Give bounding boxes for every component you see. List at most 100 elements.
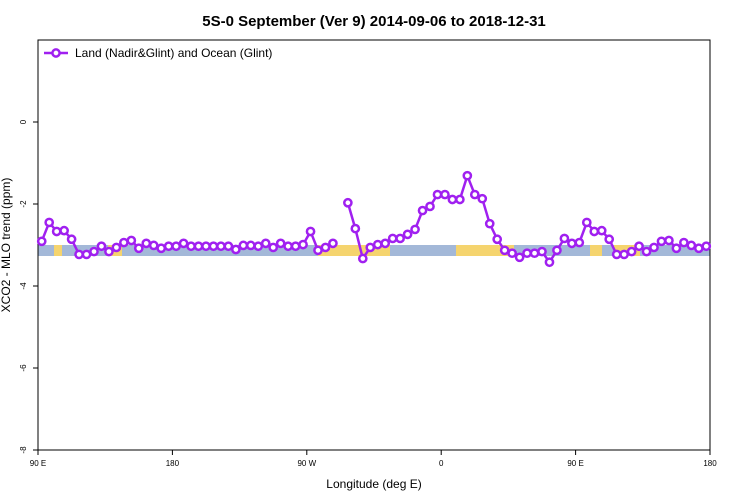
data-point bbox=[492, 234, 503, 245]
legend-label: Land (Nadir&Glint) and Ocean (Glint) bbox=[75, 46, 272, 60]
data-point bbox=[51, 226, 62, 237]
data-point bbox=[410, 224, 420, 235]
chart-title: 5S-0 September (Ver 9) 2014-09-06 to 201… bbox=[202, 13, 546, 30]
data-point bbox=[126, 235, 137, 246]
data-point bbox=[298, 239, 308, 250]
x-tick-label: 180 bbox=[703, 459, 717, 468]
x-tick-label: 90 E bbox=[567, 459, 583, 468]
data-point bbox=[275, 238, 286, 249]
data-point bbox=[589, 226, 600, 237]
data-point bbox=[231, 244, 241, 255]
data-point bbox=[679, 237, 689, 248]
data-point bbox=[701, 241, 712, 252]
data-point bbox=[514, 252, 525, 263]
data-point bbox=[387, 233, 398, 244]
data-point bbox=[260, 238, 271, 249]
data-point bbox=[59, 225, 69, 236]
data-point bbox=[365, 242, 376, 253]
data-point bbox=[380, 238, 391, 249]
data-point bbox=[529, 248, 540, 259]
data-point bbox=[350, 223, 361, 234]
data-point bbox=[447, 194, 458, 205]
data-point bbox=[216, 241, 226, 252]
data-point bbox=[238, 240, 249, 251]
data-point bbox=[320, 242, 331, 253]
data-point bbox=[537, 246, 547, 257]
x-tick-label: 0 bbox=[439, 459, 444, 468]
x-tick-label: 90 E bbox=[30, 459, 46, 468]
data-point bbox=[148, 240, 159, 251]
data-point bbox=[74, 249, 84, 260]
data-point bbox=[671, 243, 682, 254]
data-point bbox=[686, 240, 697, 251]
data-point bbox=[417, 205, 428, 216]
data-point bbox=[111, 242, 122, 253]
data-point bbox=[544, 257, 555, 268]
data-point bbox=[36, 236, 47, 247]
data-point bbox=[649, 242, 659, 253]
data-point bbox=[141, 238, 152, 249]
data-point bbox=[693, 243, 704, 254]
data-point bbox=[193, 241, 204, 252]
data-point bbox=[66, 234, 77, 245]
data-point bbox=[626, 246, 637, 257]
y-tick-label: -8 bbox=[19, 446, 28, 454]
data-point bbox=[283, 241, 293, 252]
data-point bbox=[223, 241, 234, 252]
data-point bbox=[245, 240, 256, 251]
data-point bbox=[156, 243, 167, 254]
data-point bbox=[133, 243, 144, 254]
data-point bbox=[664, 235, 674, 246]
data-point bbox=[462, 170, 473, 181]
data-point bbox=[343, 197, 353, 208]
data-point bbox=[81, 249, 92, 260]
data-point bbox=[611, 249, 622, 260]
data-point bbox=[484, 218, 495, 229]
data-point bbox=[604, 234, 615, 245]
data-point bbox=[596, 225, 607, 236]
y-tick-label: -2 bbox=[19, 200, 28, 208]
data-point bbox=[641, 246, 652, 257]
data-point bbox=[290, 241, 301, 252]
data-point bbox=[432, 189, 443, 200]
data-point bbox=[656, 236, 667, 247]
data-point bbox=[440, 189, 450, 200]
y-tick-label: -6 bbox=[19, 364, 28, 372]
data-point bbox=[395, 233, 405, 244]
data-point bbox=[357, 253, 368, 264]
data-point bbox=[44, 217, 55, 228]
data-point bbox=[574, 237, 585, 248]
data-point bbox=[163, 241, 174, 252]
data-point bbox=[372, 239, 383, 250]
data-point bbox=[253, 241, 264, 252]
data-point bbox=[201, 241, 211, 252]
data-point bbox=[507, 248, 517, 259]
data-point bbox=[171, 241, 181, 252]
data-point bbox=[559, 233, 570, 244]
data-point bbox=[455, 194, 465, 205]
data-point bbox=[305, 226, 316, 237]
data-point bbox=[477, 193, 488, 204]
y-axis-label: XCO2 - MLO trend (ppm) bbox=[0, 178, 13, 313]
data-point bbox=[96, 241, 107, 252]
x-tick-label: 90 W bbox=[297, 459, 316, 468]
data-point bbox=[499, 245, 510, 256]
data-point bbox=[208, 241, 219, 252]
data-point bbox=[104, 246, 114, 257]
data-point bbox=[119, 237, 129, 248]
y-tick-label: -4 bbox=[19, 282, 28, 290]
legend-marker bbox=[51, 48, 61, 58]
x-tick-label: 180 bbox=[166, 459, 180, 468]
data-point bbox=[522, 248, 532, 259]
data-point bbox=[402, 229, 413, 240]
data-point bbox=[634, 241, 644, 252]
data-point bbox=[619, 249, 629, 260]
y-tick-label: 0 bbox=[19, 119, 28, 124]
data-point bbox=[186, 241, 196, 252]
data-point bbox=[268, 242, 279, 253]
data-point bbox=[313, 245, 323, 256]
data-point bbox=[552, 245, 562, 256]
data-point bbox=[178, 238, 189, 249]
x-axis-label: Longitude (deg E) bbox=[326, 477, 421, 491]
data-point bbox=[469, 189, 480, 200]
